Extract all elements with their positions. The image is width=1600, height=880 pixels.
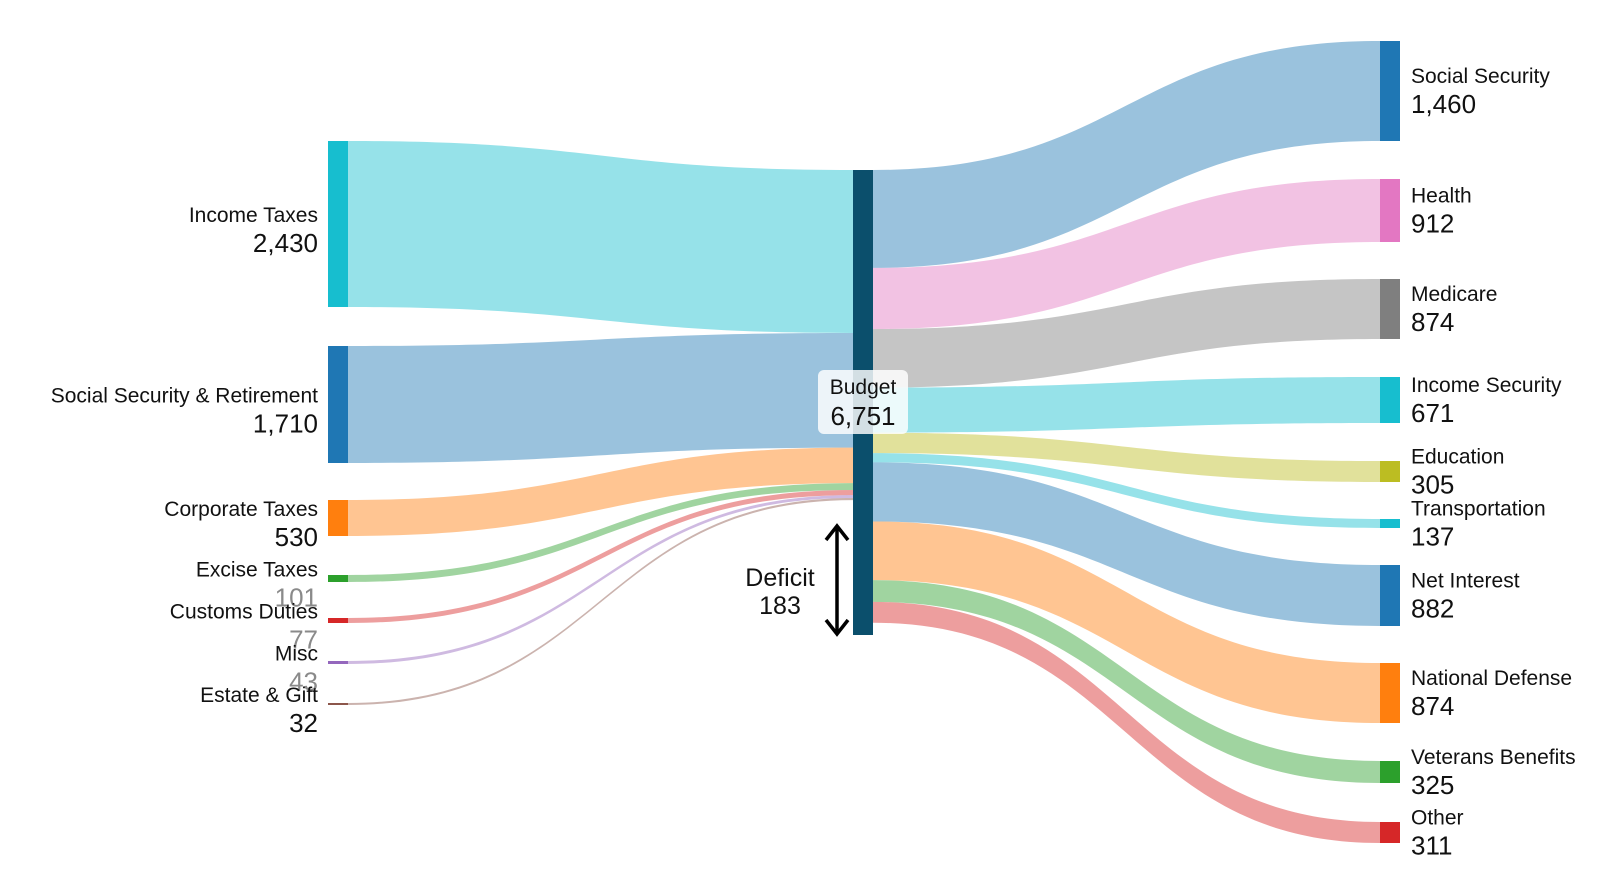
target-value-education: 305 xyxy=(1411,470,1454,500)
target-label-health: Health xyxy=(1411,185,1472,208)
link-national-defense xyxy=(873,521,1380,723)
link-net-interest xyxy=(873,462,1380,626)
link-education xyxy=(873,432,1380,482)
budget-value: 6,751 xyxy=(830,401,895,431)
deficit-annotation: Deficit 183 xyxy=(745,523,850,637)
source-label-social-security-and-retirement: Social Security & Retirement xyxy=(51,385,318,408)
link-other xyxy=(873,601,1380,843)
flow-links xyxy=(348,41,1380,843)
node-veterans-benefits xyxy=(1380,761,1400,783)
node-customs-duties xyxy=(328,618,348,623)
link-excise-taxes xyxy=(348,483,853,582)
node-transportation xyxy=(1380,519,1400,528)
target-value-social-security: 1,460 xyxy=(1411,89,1476,119)
target-label-income-security: Income Security xyxy=(1411,374,1562,397)
deficit-value: 183 xyxy=(759,592,801,620)
target-value-health: 912 xyxy=(1411,209,1454,239)
flow-nodes xyxy=(328,41,1400,843)
link-medicare xyxy=(873,279,1380,388)
target-label-medicare: Medicare xyxy=(1411,283,1497,306)
link-misc xyxy=(348,495,853,664)
target-label-veterans-benefits: Veterans Benefits xyxy=(1411,746,1576,769)
target-label-education: Education xyxy=(1411,446,1504,469)
node-income-security xyxy=(1380,377,1400,423)
target-label-transportation: Transportation xyxy=(1411,498,1546,521)
node-estate-and-gift xyxy=(328,703,348,705)
target-value-veterans-benefits: 325 xyxy=(1411,770,1454,800)
node-medicare xyxy=(1380,279,1400,339)
budget-label-group: Budget 6,751 xyxy=(818,370,908,434)
target-value-net-interest: 882 xyxy=(1411,594,1454,624)
source-value-excise-taxes: 101 xyxy=(275,583,318,613)
link-veterans-benefits xyxy=(873,580,1380,783)
node-education xyxy=(1380,461,1400,482)
link-estate-and-gift xyxy=(348,497,853,705)
node-social-security xyxy=(1380,41,1400,141)
target-label-other: Other xyxy=(1411,807,1464,830)
source-label-estate-and-gift: Estate & Gift xyxy=(200,684,318,707)
deficit-arrow-head-top xyxy=(824,523,850,542)
link-transportation xyxy=(873,453,1380,528)
link-income-security xyxy=(873,377,1380,433)
link-health xyxy=(873,179,1380,330)
target-value-national-defense: 874 xyxy=(1411,691,1454,721)
source-value-customs-duties: 77 xyxy=(289,625,318,655)
source-label-corporate-taxes: Corporate Taxes xyxy=(164,498,318,521)
target-value-income-security: 671 xyxy=(1411,398,1454,428)
node-income-taxes xyxy=(328,141,348,307)
target-value-other: 311 xyxy=(1411,831,1452,861)
node-health xyxy=(1380,179,1400,242)
source-value-social-security-and-retirement: 1,710 xyxy=(253,409,318,439)
link-customs-duties xyxy=(348,489,853,623)
budget-label-box xyxy=(818,370,908,434)
node-net-interest xyxy=(1380,565,1400,626)
target-label-social-security: Social Security xyxy=(1411,65,1550,88)
budget-label: Budget xyxy=(830,376,897,399)
target-value-transportation: 137 xyxy=(1411,522,1454,552)
source-value-corporate-taxes: 530 xyxy=(275,522,318,552)
deficit-label: Deficit xyxy=(745,564,815,592)
deficit-arrow-head-bottom xyxy=(824,618,850,637)
node-other xyxy=(1380,822,1400,843)
node-misc xyxy=(328,661,348,664)
source-value-income-taxes: 2,430 xyxy=(253,228,318,258)
node-excise-taxes xyxy=(328,575,348,582)
source-value-estate-and-gift: 32 xyxy=(289,708,318,738)
link-social-security xyxy=(873,41,1380,268)
source-label-customs-duties: Customs Duties xyxy=(170,601,318,624)
link-income-taxes xyxy=(348,141,853,333)
target-value-medicare: 874 xyxy=(1411,307,1454,337)
source-label-excise-taxes: Excise Taxes xyxy=(196,559,318,582)
link-social-security-and-retirement xyxy=(348,332,853,463)
source-label-misc: Misc xyxy=(275,643,318,666)
source-value-misc: 43 xyxy=(289,667,318,697)
node-corporate-taxes xyxy=(328,500,348,536)
node-national-defense xyxy=(1380,663,1400,723)
source-label-income-taxes: Income Taxes xyxy=(189,204,318,227)
node-social-security-and-retirement xyxy=(328,346,348,463)
link-corporate-taxes xyxy=(348,447,853,536)
target-label-national-defense: National Defense xyxy=(1411,667,1572,690)
target-label-net-interest: Net Interest xyxy=(1411,570,1520,593)
